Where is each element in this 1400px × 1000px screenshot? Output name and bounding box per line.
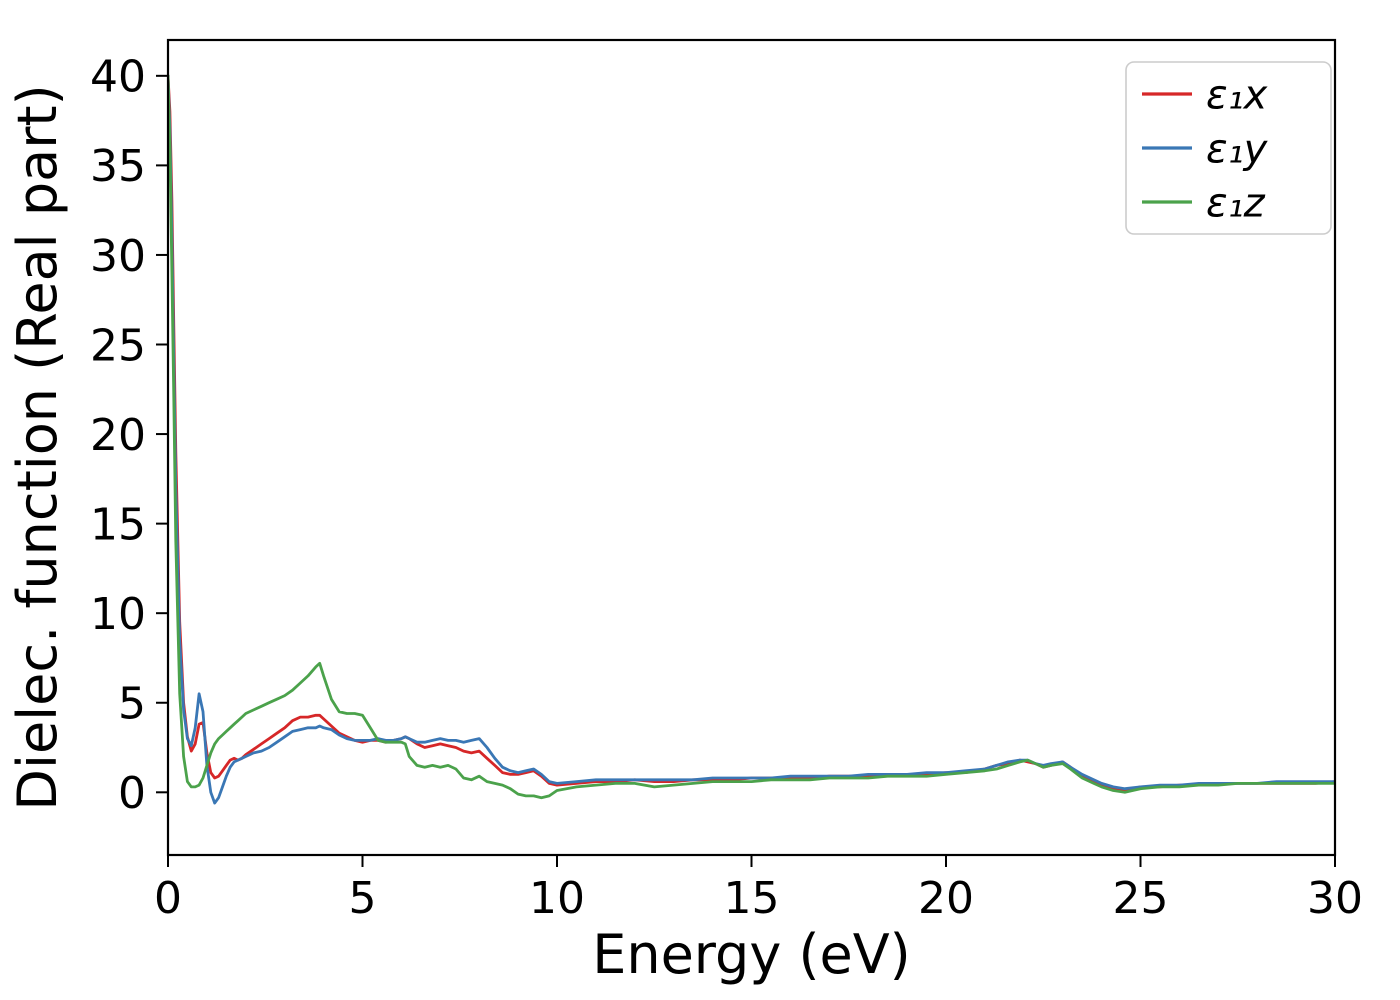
- legend: ε₁x ε₁y ε₁z: [1125, 61, 1332, 235]
- x-tick-label: 0: [154, 873, 182, 924]
- x-tick-label: 20: [918, 873, 974, 924]
- y-tick-label: 10: [90, 589, 146, 640]
- legend-label-1: ε₁y: [1206, 126, 1269, 172]
- legend-label-2: ε₁z: [1206, 180, 1266, 226]
- y-tick-label: 30: [90, 231, 146, 282]
- y-tick-label: 0: [118, 768, 146, 819]
- y-tick-label: 20: [90, 410, 146, 461]
- y-tick-label: 25: [90, 320, 146, 371]
- plot-frame: [166, 38, 1337, 857]
- series-group: [168, 74, 1335, 805]
- y-tick-label: 5: [118, 679, 146, 730]
- x-tick-label: 10: [529, 873, 585, 924]
- x-tick-label: 15: [724, 873, 780, 924]
- axes-ticks: 0 5 10 15 20 25 30 0 5 10 15 20 25 30 35 40: [90, 52, 1363, 924]
- x-tick-label: 30: [1307, 873, 1363, 924]
- y-tick-label: 35: [90, 141, 146, 192]
- x-tick-label: 5: [349, 873, 377, 924]
- y-tick-label: 40: [90, 52, 146, 103]
- legend-label-0: ε₁x: [1206, 72, 1268, 118]
- legend-box: [1125, 61, 1332, 235]
- y-tick-label: 15: [90, 499, 146, 550]
- series-line-1: [168, 74, 1335, 805]
- x-axis-label: Energy (eV): [592, 923, 911, 986]
- series-line-2: [168, 74, 1335, 800]
- x-tick-label: 25: [1113, 873, 1169, 924]
- y-axis-label: Dielec. function (Real part): [6, 84, 69, 810]
